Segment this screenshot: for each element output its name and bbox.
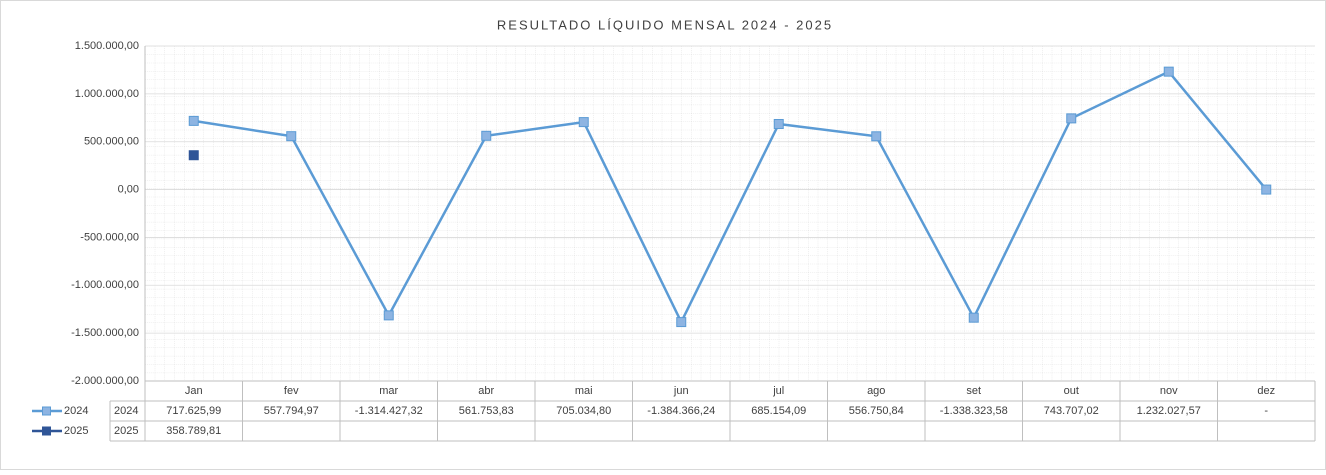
y-tick-label: -1.000.000,00 [71, 279, 139, 291]
y-tick-label: -1.500.000,00 [71, 327, 139, 339]
x-tick-label: ago [867, 385, 885, 397]
row-header: 2024 [114, 405, 138, 417]
marker [188, 150, 199, 161]
table-value: 685.154,09 [751, 405, 806, 417]
row-header: 2025 [114, 425, 138, 437]
x-tick-label: out [1064, 385, 1079, 397]
x-tick-label: set [966, 385, 981, 397]
y-tick-label: -500.000,00 [80, 231, 139, 243]
x-tick-label: mai [575, 385, 593, 397]
marker [871, 131, 882, 142]
legend-label: 2024 [64, 405, 88, 417]
y-tick-label: 500.000,00 [84, 136, 139, 148]
x-tick-label: mar [379, 385, 398, 397]
table-value: -1.338.323,58 [940, 405, 1008, 417]
marker [676, 317, 687, 328]
marker [481, 130, 492, 141]
marker [1066, 113, 1077, 124]
legend-marker [42, 426, 51, 436]
table-value: 557.794,97 [264, 405, 319, 417]
table-value: 561.753,83 [459, 405, 514, 417]
y-tick-label: 1.500.000,00 [75, 40, 139, 52]
x-tick-label: dez [1257, 385, 1275, 397]
marker [286, 131, 297, 142]
table-value: 1.232.027,57 [1137, 405, 1201, 417]
table-value: -1.314.427,32 [355, 405, 423, 417]
y-tick-label: -2.000.000,00 [71, 375, 139, 387]
chart-title: RESULTADO LÍQUIDO MENSAL 2024 - 2025 [497, 17, 833, 32]
x-tick-label: Jan [185, 385, 203, 397]
marker [968, 312, 979, 323]
marker [578, 117, 589, 128]
x-tick-label: jul [772, 385, 784, 397]
marker [188, 115, 199, 126]
y-tick-label: 1.000.000,00 [75, 88, 139, 100]
marker [1163, 66, 1174, 77]
table-value: -1.384.366,24 [647, 405, 715, 417]
table-value: - [1264, 405, 1268, 417]
table-value: 717.625,99 [166, 405, 221, 417]
x-tick-label: jun [673, 385, 689, 397]
table-value: 743.707,02 [1044, 405, 1099, 417]
x-tick-label: abr [478, 385, 494, 397]
minor-grid [145, 46, 1315, 381]
marker [383, 310, 394, 321]
table-value: 705.034,80 [556, 405, 611, 417]
x-tick-label: fev [284, 385, 299, 397]
table-value: 358.789,81 [166, 425, 221, 437]
marker [1261, 184, 1272, 195]
marker [773, 118, 784, 129]
legend-label: 2025 [64, 425, 88, 437]
x-tick-label: nov [1160, 385, 1178, 397]
table-value: 556.750,84 [849, 405, 904, 417]
series-line [193, 70, 1268, 325]
y-tick-label: 0,00 [118, 183, 139, 195]
legend-marker [42, 406, 51, 416]
